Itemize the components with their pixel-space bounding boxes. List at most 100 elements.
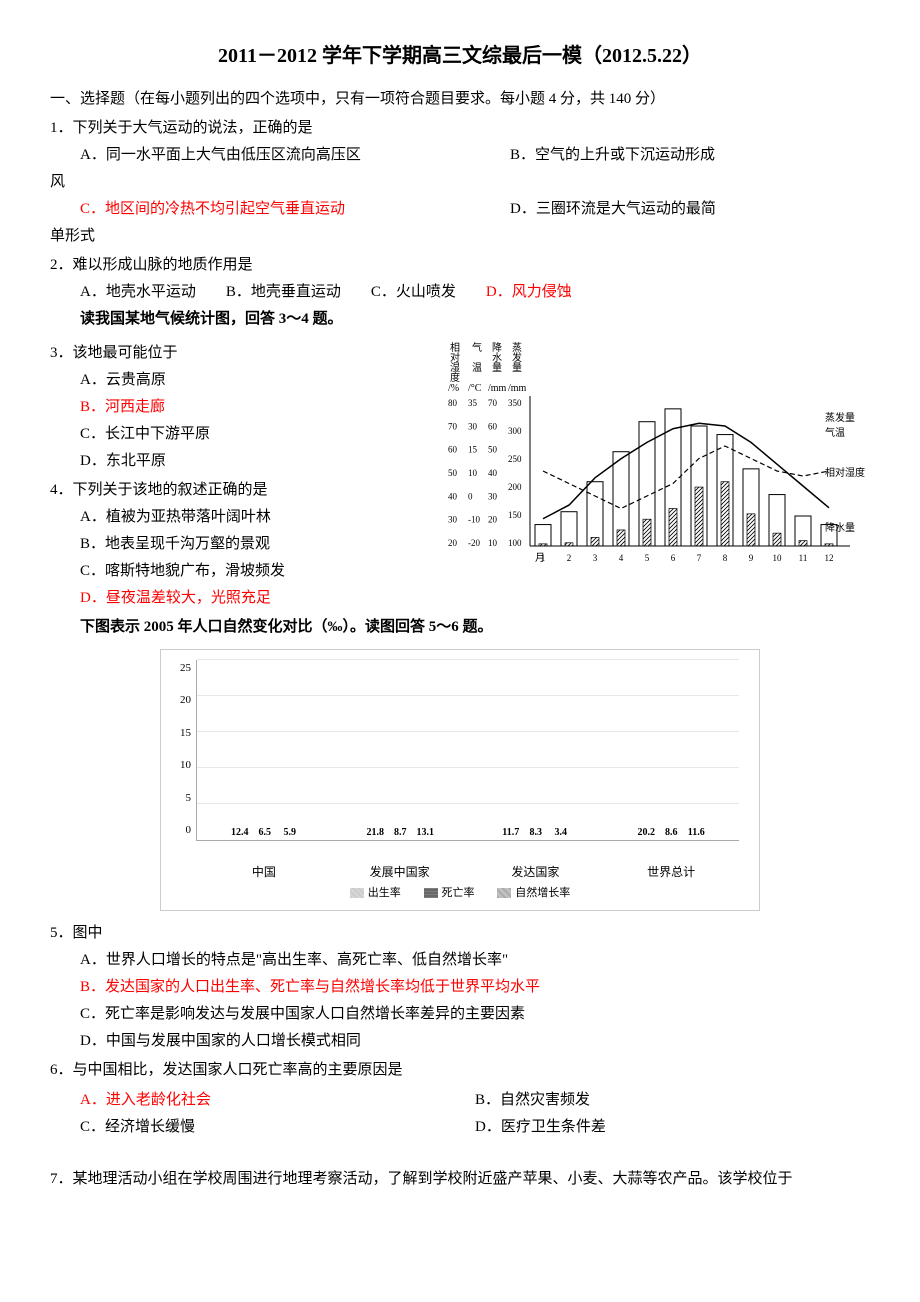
ytick-15: 15 — [166, 725, 191, 743]
legend-birth: 出生率 — [368, 885, 401, 903]
svg-text:气温: 气温 — [825, 426, 845, 439]
svg-text:80: 80 — [448, 398, 458, 408]
svg-text:20: 20 — [448, 538, 458, 548]
svg-text:2: 2 — [567, 553, 572, 563]
svg-text:30: 30 — [488, 491, 498, 501]
q1-wrap-b: 风 — [50, 170, 870, 194]
svg-text:8: 8 — [723, 553, 728, 563]
climate-chart: 相对湿度 /% 气温/°C 降水量/mm 蒸发量/mm 807060504030… — [430, 336, 870, 576]
question-3: 3．该地最可能位于 A．云贵高原 B．河西走廊 C．长江中下游平原 D．东北平原 — [50, 341, 420, 473]
question-4: 4．下列关于该地的叙述正确的是 A．植被为亚热带落叶阔叶林 B．地表呈现千沟万壑… — [50, 478, 420, 610]
q6-opt-d: D．医疗卫生条件差 — [475, 1115, 870, 1139]
svg-text:5: 5 — [645, 553, 650, 563]
q5-opt-b: B．发达国家的人口出生率、死亡率与自然增长率均低于世界平均水平 — [80, 975, 870, 999]
svg-text:-10: -10 — [468, 515, 480, 525]
svg-text:200: 200 — [508, 482, 522, 492]
q6-opt-a: A．进入老龄化社会 — [80, 1088, 475, 1112]
svg-text:35: 35 — [468, 398, 478, 408]
svg-text:月: 月 — [535, 552, 545, 564]
svg-text:40: 40 — [448, 491, 458, 501]
svg-text:300: 300 — [508, 426, 522, 436]
svg-text:100: 100 — [508, 538, 522, 548]
svg-text:10: 10 — [468, 468, 478, 478]
svg-text:50: 50 — [488, 445, 498, 455]
svg-text:50: 50 — [448, 468, 458, 478]
svg-text:20: 20 — [488, 515, 498, 525]
svg-text:降水量: 降水量 — [825, 521, 855, 534]
q2-opt-c: C．火山喷发 — [371, 280, 456, 304]
svg-text:60: 60 — [488, 421, 498, 431]
q4-text: 4．下列关于该地的叙述正确的是 — [50, 478, 420, 502]
q5-opt-d: D．中国与发展中国家的人口增长模式相同 — [80, 1029, 870, 1053]
chart-legend: 出生率 死亡率 自然增长率 — [161, 885, 759, 905]
q3-opt-b: B．河西走廊 — [80, 395, 420, 419]
svg-text:0: 0 — [468, 491, 473, 501]
q6-opt-b: B．自然灾害频发 — [475, 1088, 870, 1112]
q1-opt-d: D．三圈环流是大气运动的最简 — [510, 197, 716, 221]
svg-text:30: 30 — [468, 421, 478, 431]
svg-text:气: 气 — [472, 341, 482, 354]
question-5: 5．图中 A．世界人口增长的特点是"高出生率、高死亡率、低自然增长率" B．发达… — [50, 921, 870, 1053]
svg-text:350: 350 — [508, 398, 522, 408]
legend-natural: 自然增长率 — [515, 885, 570, 903]
xlabel-0: 中国 — [196, 863, 332, 882]
ytick-5: 5 — [166, 790, 191, 808]
q4-opt-c: C．喀斯特地貌广布，滑坡频发 — [80, 559, 420, 583]
q3-opt-c: C．长江中下游平原 — [80, 422, 420, 446]
svg-text:12: 12 — [825, 553, 834, 563]
svg-text:150: 150 — [508, 510, 522, 520]
ytick-0: 0 — [166, 822, 191, 840]
ytick-25: 25 — [166, 660, 191, 678]
xlabel-3: 世界总计 — [603, 863, 739, 882]
y-axis-labels: 25 20 15 10 5 0 — [166, 660, 191, 840]
svg-text:4: 4 — [619, 553, 624, 563]
svg-text:30: 30 — [448, 515, 458, 525]
legend-death: 死亡率 — [442, 885, 475, 903]
svg-text:10: 10 — [773, 553, 783, 563]
svg-text:量: 量 — [492, 362, 502, 374]
question-7: 7．某地理活动小组在学校周围进行地理考察活动，了解到学校附近盛产苹果、小麦、大蒜… — [50, 1167, 870, 1191]
q6-opt-c: C．经济增长缓慢 — [80, 1115, 475, 1139]
q5-text: 5．图中 — [50, 921, 870, 945]
svg-text:/%: /% — [448, 383, 459, 394]
svg-text:/mm: /mm — [508, 383, 527, 394]
svg-text:250: 250 — [508, 454, 522, 464]
section-1-header: 一、选择题（在每小题列出的四个选项中，只有一项符合题目要求。每小题 4 分，共 … — [50, 87, 870, 111]
q1-opt-c: C．地区间的冷热不均引起空气垂直运动 — [80, 197, 480, 221]
xlabel-2: 发达国家 — [468, 863, 604, 882]
population-bar-chart: 25 20 15 10 5 0 12.46.55.921.88.713.111.… — [160, 649, 760, 911]
svg-text:蒸发量: 蒸发量 — [825, 411, 855, 424]
svg-text:-20: -20 — [468, 538, 480, 548]
ytick-20: 20 — [166, 692, 191, 710]
svg-text:/mm: /mm — [488, 383, 507, 394]
question-6: 6．与中国相比，发达国家人口死亡率高的主要原因是 A．进入老龄化社会 C．经济增… — [50, 1058, 870, 1142]
svg-text:3: 3 — [593, 553, 598, 563]
q2-opt-a: A．地壳水平运动 — [80, 280, 196, 304]
q2-opt-b: B．地壳垂直运动 — [226, 280, 341, 304]
q3-q4-and-climate-chart: 3．该地最可能位于 A．云贵高原 B．河西走廊 C．长江中下游平原 D．东北平原… — [50, 336, 870, 615]
q5-opt-c: C．死亡率是影响发达与发展中国家人口自然增长率差异的主要因素 — [80, 1002, 870, 1026]
svg-text:9: 9 — [749, 553, 754, 563]
svg-text:温: 温 — [472, 362, 482, 374]
question-2: 2．难以形成山脉的地质作用是 A．地壳水平运动 B．地壳垂直运动 C．火山喷发 … — [50, 253, 870, 331]
svg-text:60: 60 — [448, 445, 458, 455]
document-title: 2011－2012 学年下学期高三文综最后一模（2012.5.22） — [50, 40, 870, 72]
svg-text:相对湿度: 相对湿度 — [825, 466, 865, 479]
svg-text:10: 10 — [488, 538, 498, 548]
q6-text: 6．与中国相比，发达国家人口死亡率高的主要原因是 — [50, 1058, 870, 1082]
svg-text:70: 70 — [488, 398, 498, 408]
q2-text: 2．难以形成山脉的地质作用是 — [50, 253, 870, 277]
q4-opt-a: A．植被为亚热带落叶阔叶林 — [80, 505, 420, 529]
q4-opt-d: D．昼夜温差较大，光照充足 — [80, 586, 420, 610]
q1-wrap-d: 单形式 — [50, 224, 870, 248]
q1-opt-a: A．同一水平面上大气由低压区流向高压区 — [80, 143, 480, 167]
svg-text:70: 70 — [448, 421, 458, 431]
q3-opt-d: D．东北平原 — [80, 449, 420, 473]
q5-opt-a: A．世界人口增长的特点是"高出生率、高死亡率、低自然增长率" — [80, 948, 870, 972]
q3-text: 3．该地最可能位于 — [50, 341, 420, 365]
q4-opt-b: B．地表呈现千沟万壑的景观 — [80, 532, 420, 556]
ytick-10: 10 — [166, 757, 191, 775]
svg-text:6: 6 — [671, 553, 676, 563]
svg-text:量: 量 — [512, 362, 522, 374]
svg-text:/°C: /°C — [468, 383, 482, 394]
